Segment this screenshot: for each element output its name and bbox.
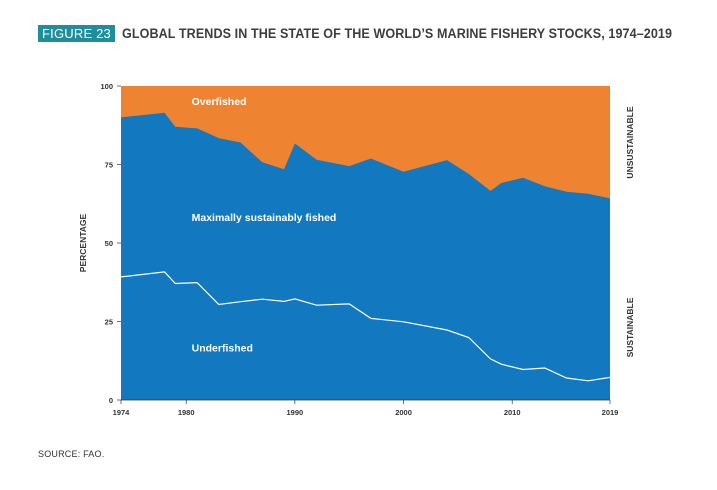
sustainable-area [121,112,610,400]
source-note: SOURCE: FAO. [38,449,105,459]
underfished-label: Underfished [192,342,253,354]
x-tick-label: 2000 [395,408,412,417]
overfished-label: Overfished [192,96,247,108]
y-axis-label: PERCENTAGE [78,213,88,272]
y-tick-label: 25 [105,318,113,327]
y-tick-label: 0 [109,396,113,405]
y-tick-label: 100 [100,82,113,91]
figure-title: GLOBAL TRENDS IN THE STATE OF THE WORLD’… [121,26,673,41]
sustainable-label: SUSTAINABLE [625,297,635,357]
x-tick-label: 2010 [504,408,521,417]
x-tick-label: 1974 [113,408,131,417]
chart: 0 25 50 75 100 1974 1980 1990 2000 2010 2019 PERCEN… [78,82,635,417]
y-tick-label: 75 [105,161,113,170]
maximally-sustainably-fished-label: Maximally sustainably fished [192,212,337,224]
x-tick-label: 1980 [178,408,195,417]
figure-badge: FIGURE 23 [38,25,115,42]
y-tick-label: 50 [105,239,113,248]
underfished-boundary-line [120,271,611,382]
x-tick-label: 1990 [287,408,304,417]
unsustainable-label: UNSUSTAINABLE [625,106,635,178]
figure-header: FIGURE 23 GLOBAL TRENDS IN THE STATE OF … [38,25,713,42]
x-tick-label: 2019 [602,408,619,417]
